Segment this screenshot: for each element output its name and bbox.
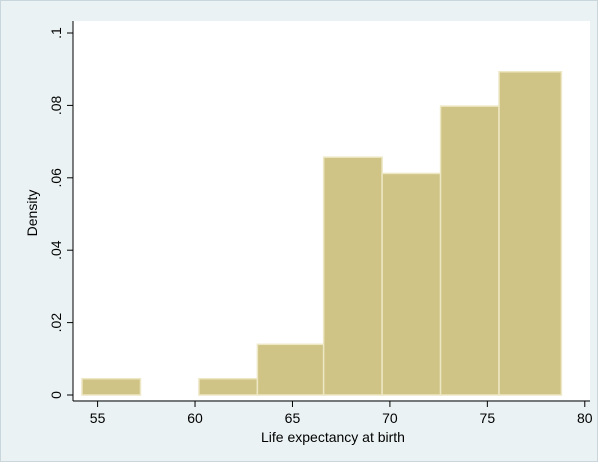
x-ticks-group: 55 60 65 70 75 80 bbox=[90, 401, 593, 426]
histogram-bar-1 bbox=[198, 377, 259, 396]
x-tick-label: 80 bbox=[577, 410, 593, 426]
y-tick-label: 0 bbox=[48, 391, 64, 399]
x-tick-label: 70 bbox=[382, 410, 398, 426]
y-tick-label: .1 bbox=[48, 27, 64, 39]
y-tick-label: .02 bbox=[48, 313, 64, 333]
histogram-bar-6 bbox=[498, 70, 563, 396]
y-axis-label: Density bbox=[24, 190, 40, 237]
x-tick-label: 60 bbox=[187, 410, 203, 426]
histogram-bar-3 bbox=[322, 156, 383, 396]
x-tick-label: 55 bbox=[90, 410, 106, 426]
y-tick-label: .08 bbox=[48, 95, 64, 115]
y-ticks-group: 0 .02 .04 .06 .08 .1 bbox=[48, 27, 73, 399]
y-tick-label: .04 bbox=[48, 240, 64, 260]
x-tick-label: 75 bbox=[480, 410, 496, 426]
x-tick-label: 65 bbox=[285, 410, 301, 426]
histogram-bar-4 bbox=[381, 172, 442, 396]
histogram-bar-2 bbox=[256, 343, 325, 396]
x-axis-label: Life expectancy at birth bbox=[261, 429, 405, 445]
y-tick-label: .06 bbox=[48, 168, 64, 188]
bars-group bbox=[81, 70, 563, 396]
histogram-bar-5 bbox=[439, 105, 500, 396]
histogram-bar-0 bbox=[81, 377, 142, 396]
